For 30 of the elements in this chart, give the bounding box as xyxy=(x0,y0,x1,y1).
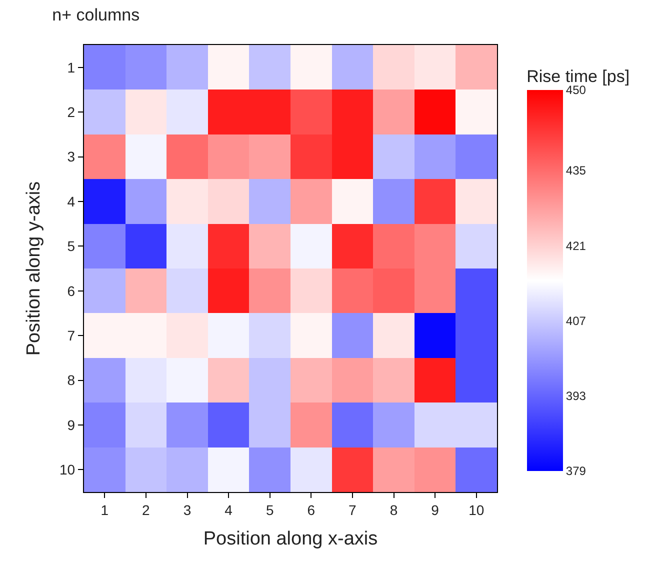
x-tick-label: 8 xyxy=(390,502,398,518)
y-tick-label: 7 xyxy=(67,327,76,344)
chart-title: n+ columns xyxy=(52,5,140,24)
x-tick-label: 2 xyxy=(142,502,150,518)
y-tick-label: 5 xyxy=(67,238,76,254)
y-tick-label: 9 xyxy=(67,416,76,433)
y-tick-label: 6 xyxy=(67,282,76,299)
x-axis-title: Position along x-axis xyxy=(203,528,378,550)
color-bar-label: 450 xyxy=(566,83,586,98)
color-bar-label: 393 xyxy=(566,389,586,404)
y-tick-label: 4 xyxy=(67,193,76,210)
x-tick-label: 10 xyxy=(468,502,484,518)
x-tick-label: 9 xyxy=(431,502,440,518)
y-tick-label: 2 xyxy=(67,104,76,120)
color-bar-label: 421 xyxy=(566,238,586,253)
x-tick-label: 4 xyxy=(224,502,233,518)
color-bar-label: 435 xyxy=(566,164,586,178)
color-bar-title: Rise time [ps] xyxy=(526,66,630,86)
x-tick-label: 5 xyxy=(266,502,274,518)
color-bar-label: 407 xyxy=(566,314,586,328)
y-tick-label: 10 xyxy=(60,462,76,478)
y-tick-label: 1 xyxy=(67,59,76,76)
color-bar-label: 379 xyxy=(566,464,586,478)
y-tick-label: 3 xyxy=(67,148,76,165)
x-tick-label: 6 xyxy=(307,502,316,518)
y-axis-title: Position along y-axis xyxy=(23,181,44,356)
y-tick-label: 8 xyxy=(67,372,76,388)
x-tick-label: 7 xyxy=(348,502,357,518)
x-tick-label: 3 xyxy=(183,502,192,518)
x-tick-label: 1 xyxy=(100,502,109,518)
